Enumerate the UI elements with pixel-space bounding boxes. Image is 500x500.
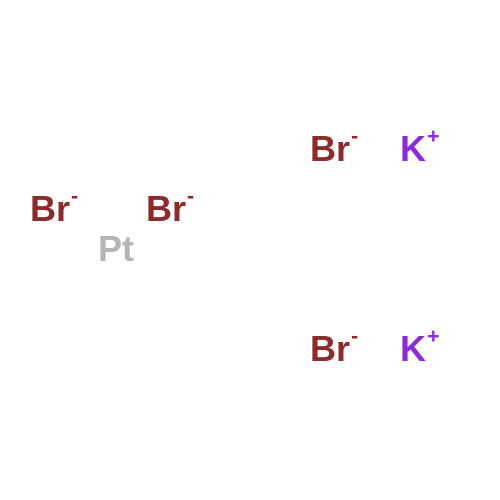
atom-br3-symbol: Br (310, 128, 350, 170)
atom-br4: Br- (310, 328, 358, 370)
atom-k1-charge: + (427, 123, 440, 148)
atom-pt-symbol: Pt (98, 228, 134, 270)
atom-br3-charge: - (351, 123, 358, 148)
atom-k2-symbol: K (400, 328, 426, 370)
atom-k1-symbol: K (400, 128, 426, 170)
atom-br2: Br- (146, 188, 194, 230)
atom-br2-charge: - (187, 183, 194, 208)
atom-br4-charge: - (351, 323, 358, 348)
atom-br1-symbol: Br (30, 188, 70, 230)
atom-k1: K+ (400, 128, 440, 170)
atom-br4-symbol: Br (310, 328, 350, 370)
atom-br1-charge: - (71, 183, 78, 208)
atom-br3: Br- (310, 128, 358, 170)
chemical-diagram: Br- Pt Br- Br- K+ Br- K+ (0, 0, 500, 500)
atom-br2-symbol: Br (146, 188, 186, 230)
atom-k2-charge: + (427, 323, 440, 348)
atom-k2: K+ (400, 328, 440, 370)
atom-br1: Br- (30, 188, 78, 230)
atom-pt: Pt (98, 228, 134, 270)
